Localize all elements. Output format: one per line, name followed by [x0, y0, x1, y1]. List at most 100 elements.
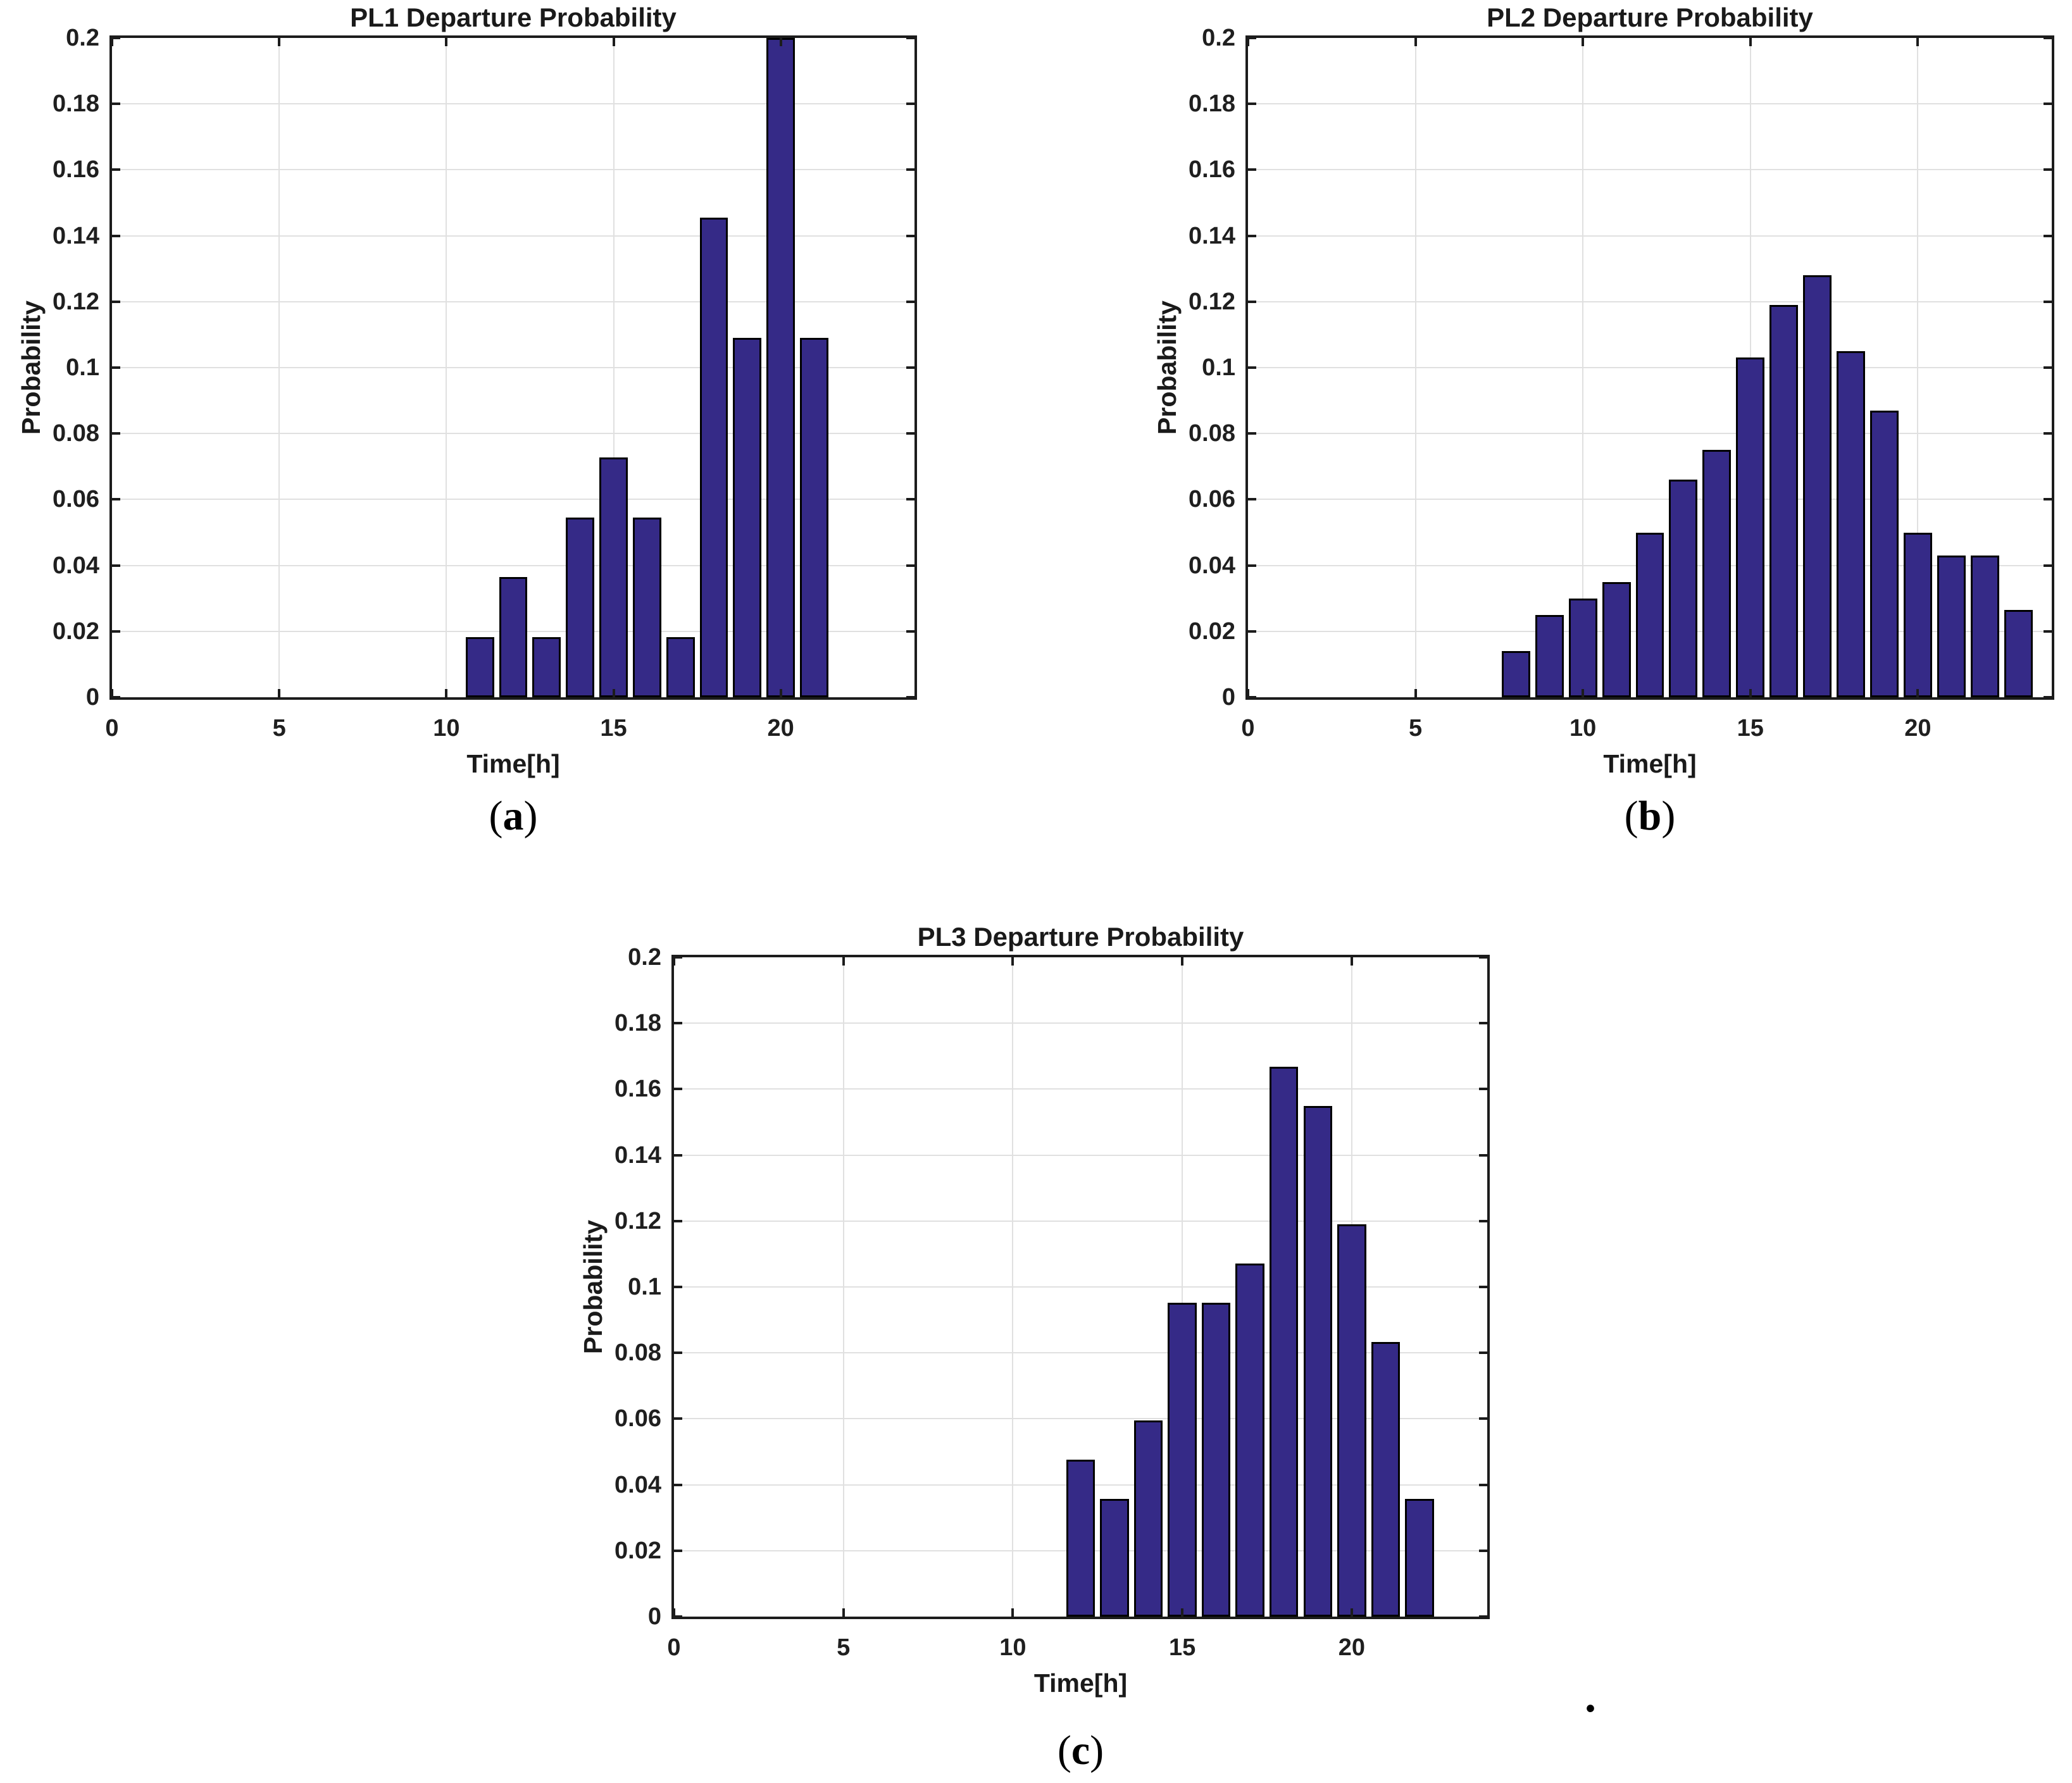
grid-line-horizontal — [112, 301, 914, 302]
y-tick-label: 0.2 — [628, 944, 661, 971]
x-tick-mark — [445, 689, 448, 697]
bar-x11 — [465, 637, 494, 697]
y-tick-mark-right — [906, 103, 914, 106]
x-tick-mark — [1350, 1608, 1353, 1617]
y-tick-mark — [674, 1549, 682, 1552]
grid-line-horizontal — [674, 1550, 1487, 1551]
y-tick-label: 0.14 — [1189, 222, 1235, 249]
y-tick-mark — [1248, 696, 1256, 699]
bar-x12 — [1635, 532, 1664, 697]
y-tick-mark-right — [906, 37, 914, 39]
y-tick-label: 0.18 — [53, 90, 99, 118]
x-tick-mark-top — [1350, 957, 1353, 966]
grid-line-vertical — [1582, 38, 1584, 697]
y-tick-mark — [674, 1615, 682, 1618]
panel-caption: (a) — [355, 791, 671, 842]
y-tick-mark — [1248, 366, 1256, 369]
x-tick-label: 15 — [600, 715, 627, 742]
y-tick-mark-right — [906, 168, 914, 171]
y-tick-mark — [112, 696, 120, 699]
y-tick-mark — [112, 432, 120, 435]
y-tick-mark-right — [1479, 1286, 1487, 1288]
y-tick-mark — [1248, 300, 1256, 303]
x-axis-label: Time[h] — [466, 749, 560, 778]
y-tick-mark — [1248, 498, 1256, 501]
y-tick-mark-right — [906, 234, 914, 237]
y-tick-mark — [674, 956, 682, 959]
y-tick-mark — [674, 1088, 682, 1091]
x-tick-mark-top — [842, 957, 845, 966]
y-tick-label: 0.04 — [53, 552, 99, 579]
bar-x20 — [766, 38, 796, 697]
x-tick-mark-top — [612, 38, 615, 46]
y-tick-mark-right — [2044, 168, 2052, 171]
y-tick-label: 0.02 — [1189, 618, 1235, 645]
x-tick-mark — [1011, 1608, 1014, 1617]
y-tick-label: 0.12 — [1189, 288, 1235, 315]
grid-line-horizontal — [674, 1154, 1487, 1156]
panel-caption: (c) — [923, 1725, 1239, 1776]
x-tick-mark — [1181, 1608, 1184, 1617]
plot-frame — [1245, 35, 2054, 700]
caption-paren-open: ( — [1624, 793, 1638, 839]
caption-paren-close: ) — [523, 793, 538, 839]
x-tick-mark — [1916, 689, 1919, 697]
x-tick-label: 5 — [837, 1634, 851, 1661]
grid-line-horizontal — [1248, 301, 2052, 302]
x-axis-label: Time[h] — [1603, 749, 1697, 778]
x-tick-label: 10 — [1570, 715, 1597, 742]
y-tick-label: 0.16 — [53, 156, 99, 183]
y-tick-mark-right — [906, 366, 914, 369]
grid-line-horizontal — [112, 564, 914, 566]
caption-letter: b — [1638, 793, 1662, 839]
x-tick-label: 0 — [105, 715, 119, 742]
bar-x15 — [599, 457, 628, 697]
y-tick-mark-right — [2044, 630, 2052, 633]
bar-x18 — [699, 217, 728, 697]
y-tick-label: 0.06 — [1189, 486, 1235, 513]
y-tick-label: 0.18 — [615, 1010, 661, 1037]
stray-dot: . — [1585, 1671, 1596, 1722]
y-tick-mark — [112, 300, 120, 303]
bar-x17 — [666, 637, 695, 697]
y-tick-mark-right — [1479, 1022, 1487, 1025]
y-tick-mark-right — [906, 300, 914, 303]
grid-line-vertical — [1917, 38, 1919, 697]
y-tick-label: 0.08 — [53, 420, 99, 447]
plot-frame — [109, 35, 917, 700]
y-tick-mark-right — [1479, 1417, 1487, 1420]
y-tick-label: 0.12 — [53, 288, 99, 315]
x-tick-label: 5 — [1409, 715, 1423, 742]
y-tick-mark — [674, 1286, 682, 1288]
x-tick-label: 10 — [999, 1634, 1027, 1661]
y-tick-label: 0 — [647, 1603, 661, 1630]
bar-x19 — [1869, 410, 1899, 697]
y-tick-mark — [674, 1417, 682, 1420]
y-tick-mark — [1248, 37, 1256, 39]
y-tick-mark-right — [1479, 1483, 1487, 1486]
y-tick-mark-right — [906, 564, 914, 567]
chart-title: PL3 Departure Probability — [917, 922, 1244, 952]
x-tick-label: 0 — [667, 1634, 681, 1661]
x-tick-label: 0 — [1241, 715, 1255, 742]
y-tick-mark-right — [2044, 696, 2052, 699]
grid-line-horizontal — [112, 433, 914, 435]
bar-x8 — [1501, 651, 1530, 697]
x-tick-mark-top — [1582, 38, 1585, 46]
bar-x11 — [1602, 581, 1631, 697]
y-tick-mark — [112, 37, 120, 39]
x-tick-label: 20 — [767, 715, 794, 742]
grid-line-horizontal — [674, 1484, 1487, 1486]
grid-line-horizontal — [1248, 235, 2052, 237]
y-tick-mark — [674, 1483, 682, 1486]
y-tick-mark — [1248, 432, 1256, 435]
y-tick-mark — [112, 366, 120, 369]
y-tick-mark — [112, 630, 120, 633]
bar-x21 — [1371, 1342, 1401, 1617]
y-tick-label: 0.2 — [66, 25, 99, 51]
bar-x18 — [1837, 351, 1865, 697]
bar-x20 — [1337, 1224, 1366, 1617]
grid-line-horizontal — [1248, 103, 2052, 105]
bar-x22 — [1405, 1499, 1434, 1617]
